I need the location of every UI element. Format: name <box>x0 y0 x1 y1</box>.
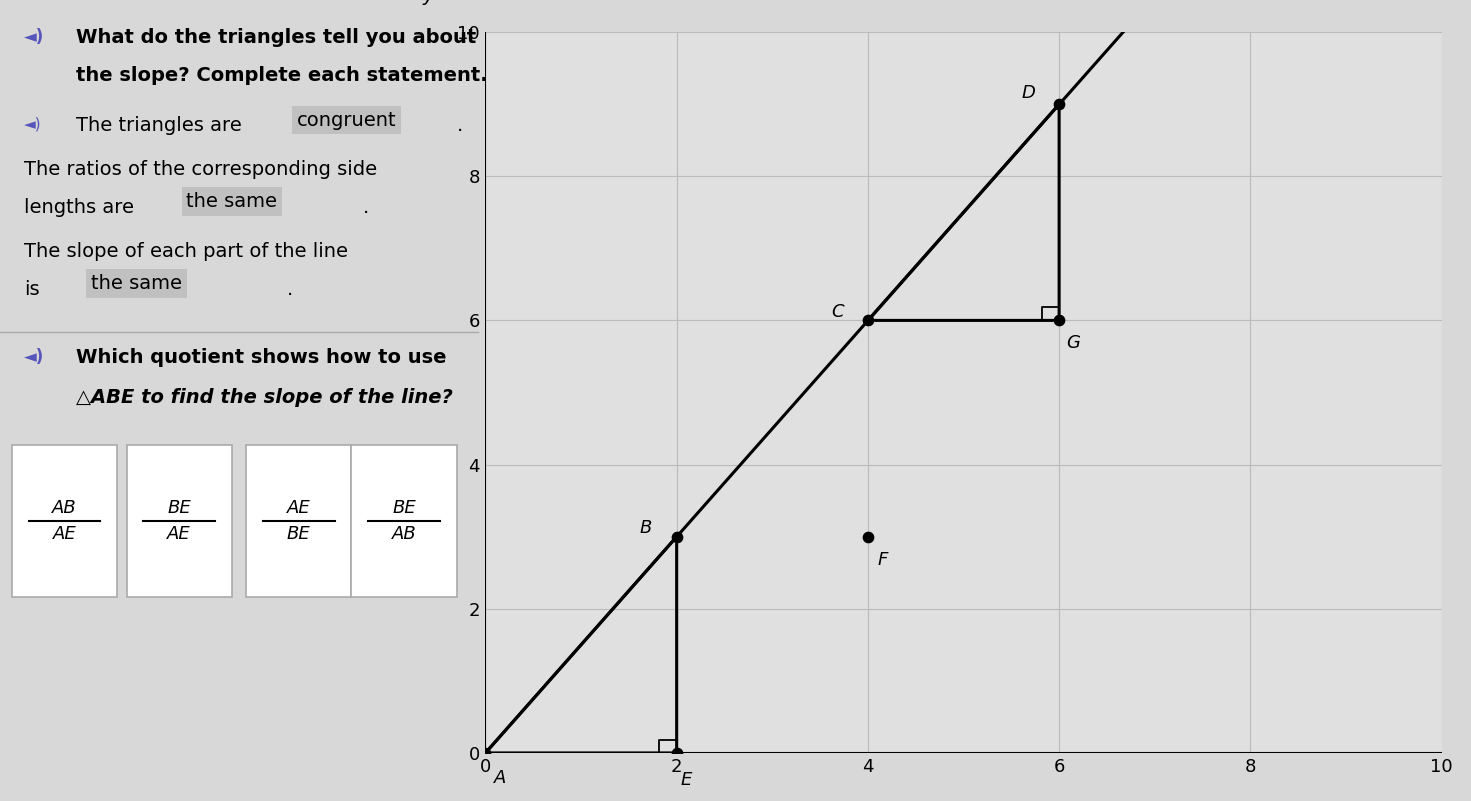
Text: AE: AE <box>53 525 76 542</box>
FancyBboxPatch shape <box>246 445 352 597</box>
Text: ◄): ◄) <box>24 116 41 131</box>
Text: the same: the same <box>91 274 182 293</box>
Point <box>665 530 688 543</box>
Text: BE: BE <box>287 525 310 542</box>
Text: BE: BE <box>168 499 191 517</box>
Text: the slope? Complete each statement.: the slope? Complete each statement. <box>76 66 488 85</box>
Text: C: C <box>831 303 843 320</box>
Text: congruent: congruent <box>296 111 396 130</box>
Text: ◄): ◄) <box>24 348 44 366</box>
Text: ◄): ◄) <box>24 28 44 46</box>
Text: lengths are: lengths are <box>24 198 134 217</box>
Text: .: . <box>287 280 293 299</box>
Text: the same: the same <box>187 192 278 211</box>
Text: Which quotient shows how to use: Which quotient shows how to use <box>76 348 447 368</box>
Point <box>856 314 880 327</box>
Text: A: A <box>494 769 506 787</box>
FancyBboxPatch shape <box>352 445 456 597</box>
Text: D: D <box>1021 84 1036 103</box>
Text: AE: AE <box>168 525 191 542</box>
Text: AE: AE <box>287 499 310 517</box>
Text: .: . <box>363 198 369 217</box>
Text: E: E <box>681 771 691 789</box>
Text: y: y <box>422 0 434 6</box>
Text: .: . <box>456 116 463 135</box>
FancyBboxPatch shape <box>12 445 118 597</box>
Text: G: G <box>1066 335 1081 352</box>
Text: AB: AB <box>391 525 416 542</box>
Point <box>1047 314 1071 327</box>
Text: AB: AB <box>51 499 76 517</box>
Text: F: F <box>877 551 887 569</box>
Point <box>1047 98 1071 111</box>
FancyBboxPatch shape <box>127 445 232 597</box>
Text: The triangles are: The triangles are <box>76 116 243 135</box>
Point <box>856 530 880 543</box>
Text: What do the triangles tell you about: What do the triangles tell you about <box>76 28 477 47</box>
Text: BE: BE <box>393 499 416 517</box>
Text: B: B <box>640 519 652 537</box>
Point <box>474 747 497 759</box>
Text: △ABE to find the slope of the line?: △ABE to find the slope of the line? <box>76 388 453 408</box>
Text: The slope of each part of the line: The slope of each part of the line <box>24 242 349 261</box>
Text: is: is <box>24 280 40 299</box>
Point <box>665 747 688 759</box>
Text: The ratios of the corresponding side: The ratios of the corresponding side <box>24 160 377 179</box>
